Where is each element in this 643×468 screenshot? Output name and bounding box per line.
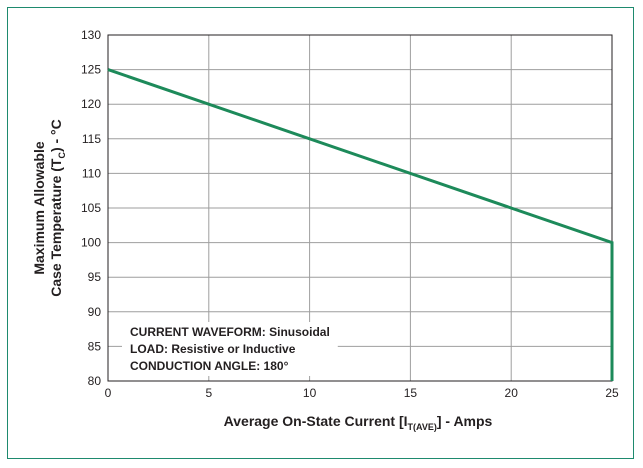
x-tick-label: 5 — [205, 386, 212, 400]
chart-frame — [7, 7, 634, 459]
x-axis-title-subscript: T(AVE) — [408, 422, 437, 432]
y-tick-label: 100 — [81, 236, 101, 250]
y-axis-title-subscript: C — [57, 152, 67, 159]
y-tick-label: 95 — [88, 270, 102, 284]
y-axis-title-line1: Maximum Allowable — [31, 141, 47, 275]
annotation-background — [122, 322, 338, 376]
y-axis-title-line2: Case Temperature (TC) - °C — [48, 119, 67, 297]
x-axis-title-main: Average On-State Current [I — [224, 413, 408, 429]
x-tick-labels: 0 5 10 15 20 25 — [105, 386, 619, 400]
series-group — [107, 68, 614, 381]
y-tick-label: 125 — [81, 63, 101, 77]
y-tick-label: 110 — [82, 166, 101, 180]
annotation-conduction-angle: CONDUCTION ANGLE: 180° — [130, 359, 289, 373]
annotation-waveform: CURRENT WAVEFORM: Sinusoidal — [130, 325, 330, 339]
y-tick-labels: 80 85 90 95 100 105 110 115 120 125 130 — [81, 28, 101, 388]
y-axis-title: Maximum Allowable Case Temperature (TC) … — [31, 119, 67, 297]
y-axis-title-line2-tail: ) - °C — [48, 119, 64, 152]
x-tick-label: 15 — [404, 386, 418, 400]
y-tick-label: 130 — [81, 28, 101, 42]
annotation-load: LOAD: Resistive or Inductive — [130, 342, 296, 356]
series-line — [107, 68, 614, 381]
y-tick-label: 105 — [81, 201, 101, 215]
y-tick-label: 85 — [88, 339, 102, 353]
y-tick-label: 115 — [82, 132, 101, 146]
plot-area — [107, 34, 613, 382]
x-tick-label: 10 — [303, 386, 317, 400]
y-tick-label: 120 — [81, 97, 101, 111]
y-tick-label: 80 — [88, 374, 102, 388]
y-tick-label: 90 — [88, 305, 102, 319]
annotation-box: CURRENT WAVEFORM: Sinusoidal LOAD: Resis… — [122, 322, 338, 376]
x-axis-title-tail: ] - Amps — [437, 413, 493, 429]
x-tick-label: 25 — [605, 386, 619, 400]
y-axis-title-line2-main: Case Temperature (T — [48, 158, 64, 297]
x-tick-label: 20 — [505, 386, 519, 400]
x-axis-title: Average On-State Current [IT(AVE)] - Amp… — [224, 413, 493, 432]
x-tick-label: 0 — [105, 386, 112, 400]
